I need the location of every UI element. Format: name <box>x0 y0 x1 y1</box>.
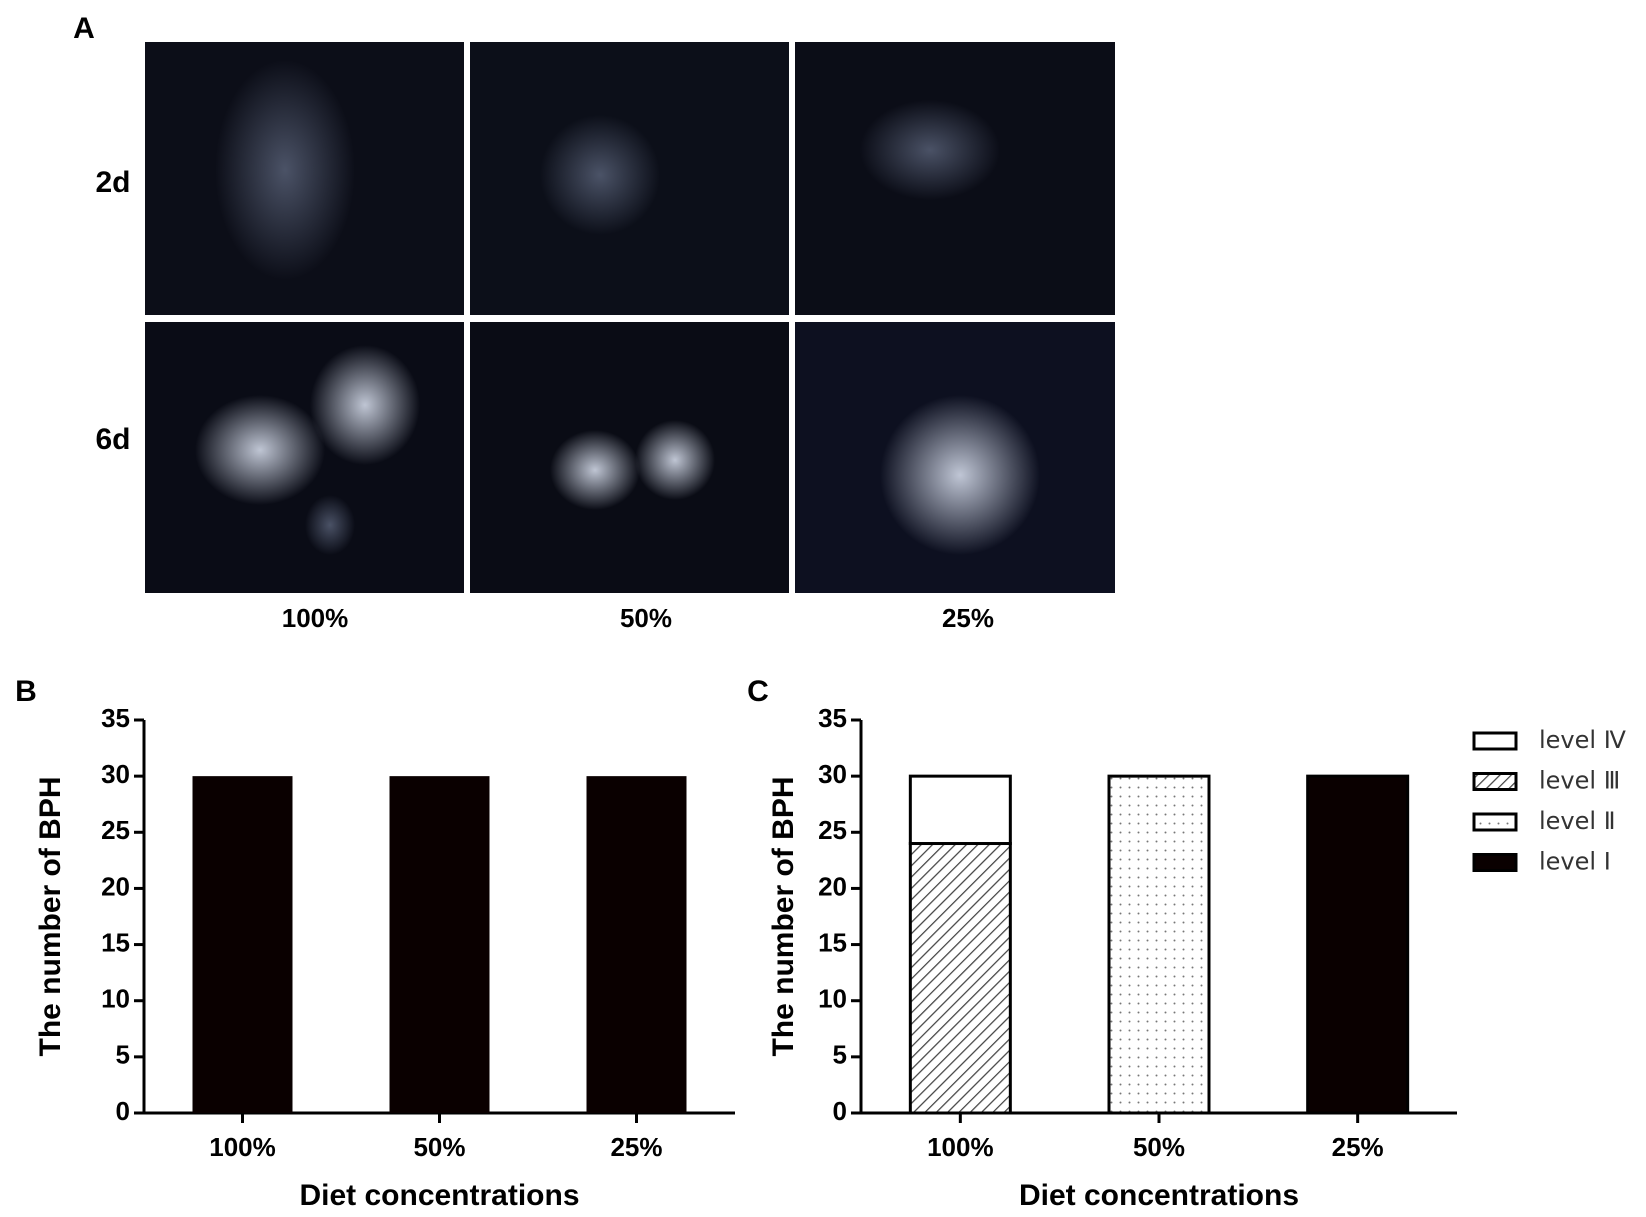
column-label: 50% <box>620 603 672 633</box>
x-tick-label: 100% <box>927 1132 994 1162</box>
specimen <box>860 100 1000 200</box>
row-label: 6d <box>95 423 130 456</box>
legend-label: level Ⅰ <box>1539 848 1611 876</box>
y-tick-label: 15 <box>101 927 130 957</box>
x-tick-label: 50% <box>1133 1132 1185 1162</box>
x-tick-label: 25% <box>610 1132 662 1162</box>
y-axis-label: The number of BPH <box>767 776 800 1056</box>
specimen <box>550 430 640 510</box>
row-label: 2d <box>95 166 130 199</box>
legend-swatch <box>1472 731 1518 751</box>
y-tick-label: 20 <box>101 871 130 901</box>
bar-segment <box>908 774 1012 846</box>
bar <box>389 776 490 1113</box>
bar-segment <box>1107 774 1211 1115</box>
x-axis-label: Diet concentrations <box>1019 1179 1299 1212</box>
y-tick-label: 0 <box>833 1096 847 1126</box>
y-tick-label: 5 <box>833 1040 847 1070</box>
x-tick-label: 25% <box>1332 1132 1384 1162</box>
legend-label: level Ⅱ <box>1539 807 1616 835</box>
panel-label: A <box>73 12 95 45</box>
x-tick-label: 50% <box>413 1132 465 1162</box>
panel-label: C <box>747 675 769 708</box>
y-tick-label: 15 <box>818 927 847 957</box>
y-axis-label: The number of BPH <box>34 776 67 1056</box>
column-label: 100% <box>282 603 349 633</box>
y-tick-label: 25 <box>818 815 847 845</box>
specimen <box>310 345 420 465</box>
specimen <box>195 395 325 505</box>
y-tick-label: 30 <box>101 759 130 789</box>
bar-segment <box>1306 774 1410 1115</box>
y-tick-label: 10 <box>818 984 847 1014</box>
bar <box>192 776 293 1113</box>
legend-swatch <box>1472 853 1518 872</box>
bar <box>586 776 687 1113</box>
y-tick-label: 20 <box>818 871 847 901</box>
legend-label: level Ⅳ <box>1539 726 1626 754</box>
y-tick-label: 30 <box>818 759 847 789</box>
legend-swatch <box>1472 772 1518 791</box>
column-label: 25% <box>942 603 994 633</box>
photo-grid <box>145 42 1115 593</box>
y-tick-label: 25 <box>101 815 130 845</box>
legend-label: level Ⅲ <box>1539 767 1620 795</box>
bar-segment <box>908 842 1012 1115</box>
legend-swatch <box>1472 812 1518 832</box>
panel-label: B <box>15 675 37 708</box>
specimen <box>215 60 355 280</box>
y-tick-label: 35 <box>818 703 847 733</box>
x-tick-label: 100% <box>209 1132 276 1162</box>
specimen <box>305 495 355 555</box>
specimen <box>635 420 715 500</box>
y-tick-label: 5 <box>116 1040 130 1070</box>
y-tick-label: 0 <box>116 1096 130 1126</box>
y-tick-label: 35 <box>101 703 130 733</box>
y-tick-label: 10 <box>101 984 130 1014</box>
specimen <box>880 395 1040 555</box>
x-axis-label: Diet concentrations <box>299 1179 579 1212</box>
specimen <box>540 115 660 235</box>
